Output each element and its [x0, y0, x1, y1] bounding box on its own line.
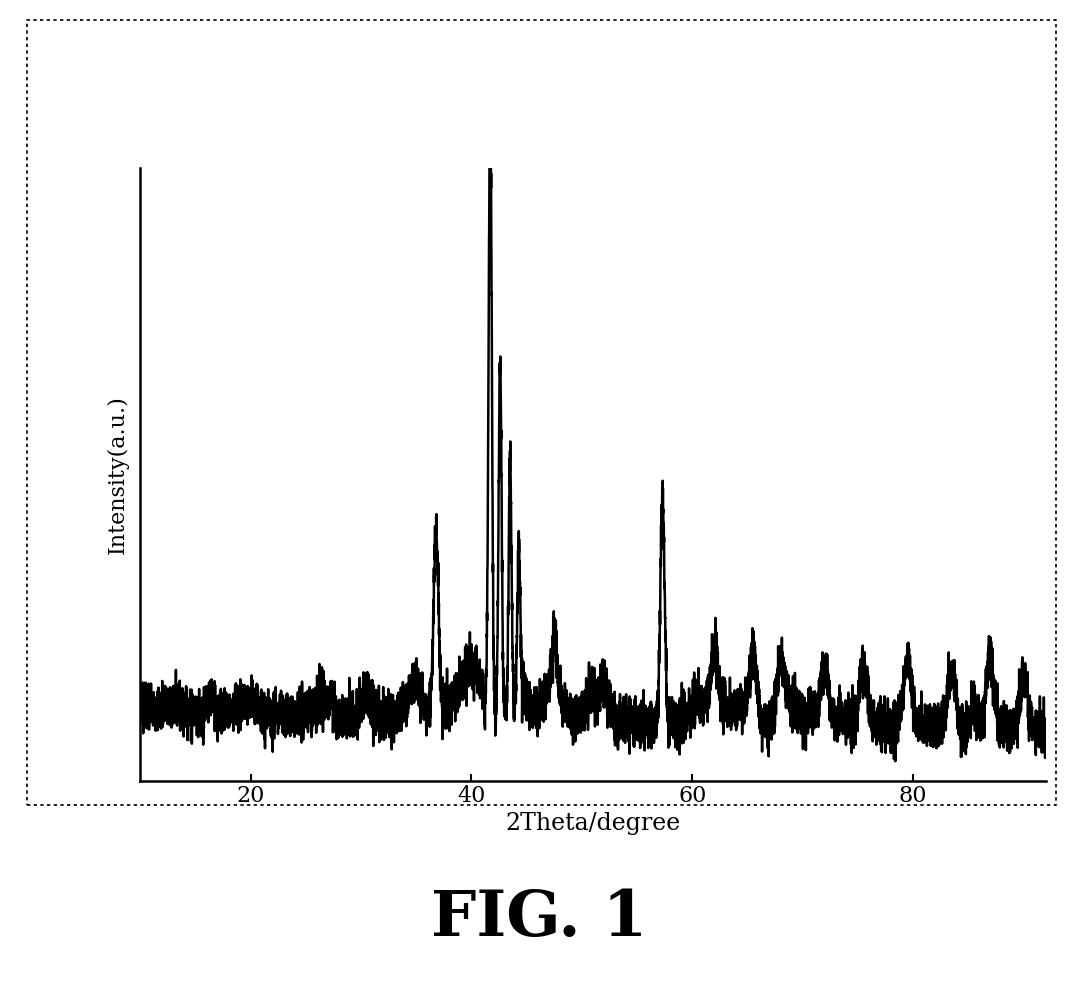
Text: FIG. 1: FIG. 1: [431, 888, 647, 949]
X-axis label: 2Theta/degree: 2Theta/degree: [506, 811, 680, 835]
Y-axis label: Intensity(a.u.): Intensity(a.u.): [107, 395, 129, 553]
